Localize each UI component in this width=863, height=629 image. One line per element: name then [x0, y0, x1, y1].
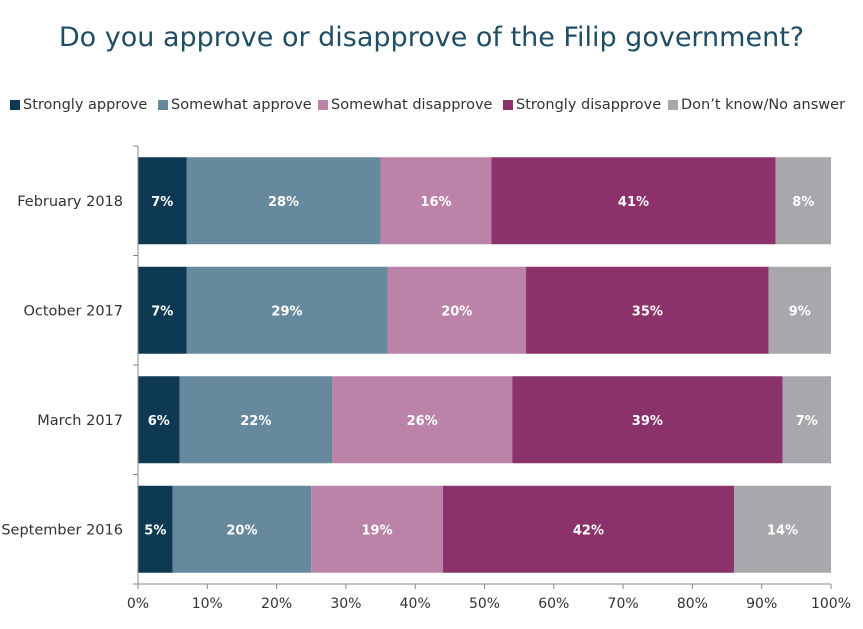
bar-segment	[179, 376, 333, 464]
data-label: 7%	[151, 304, 173, 319]
data-label: 22%	[240, 414, 271, 429]
legend-swatch	[503, 100, 513, 110]
x-tick-label: 0%	[127, 596, 149, 612]
data-label: 14%	[767, 523, 798, 538]
data-label: 28%	[268, 195, 299, 210]
bar-segment	[387, 266, 527, 354]
legend-swatch	[668, 100, 678, 110]
legend-label: Strongly approve	[23, 97, 148, 113]
chart-title: Do you approve or disapprove of the Fili…	[58, 22, 805, 53]
category-label: March 2017	[37, 413, 123, 429]
x-tick-label: 40%	[400, 596, 431, 612]
data-label: 16%	[420, 195, 451, 210]
category-label: February 2018	[17, 194, 123, 210]
category-label: October 2017	[23, 303, 123, 319]
x-tick-label: 20%	[261, 596, 292, 612]
bar-segment	[138, 266, 187, 354]
legend-item: Somewhat disapprove	[318, 97, 492, 113]
bar-segment	[138, 485, 173, 573]
data-label: 35%	[632, 304, 663, 319]
data-label: 5%	[144, 523, 166, 538]
bar-segment	[768, 266, 831, 354]
bar-segment	[526, 266, 769, 354]
category-label: September 2016	[1, 522, 123, 538]
data-label: 7%	[796, 414, 818, 429]
legend-swatch	[158, 100, 168, 110]
x-tick-label: 70%	[608, 596, 639, 612]
legend-item: Somewhat approve	[158, 97, 312, 113]
legend-item: Strongly disapprove	[503, 97, 661, 113]
x-tick-label: 100%	[811, 596, 851, 612]
legend-item: Don’t know/No answer	[668, 97, 845, 113]
legend: Strongly approve Somewhat approve Somewhat…	[0, 97, 863, 119]
bar-segment	[332, 376, 513, 464]
data-label: 9%	[789, 304, 811, 319]
bar-segment	[733, 485, 831, 573]
data-label: 8%	[792, 195, 814, 210]
bar-segment	[172, 485, 312, 573]
data-label: 41%	[618, 195, 649, 210]
legend-label: Strongly disapprove	[516, 97, 662, 113]
data-label: 19%	[362, 523, 393, 538]
data-label: 20%	[226, 523, 257, 538]
x-tick-label: 30%	[330, 596, 361, 612]
legend-label: Somewhat approve	[171, 97, 312, 113]
data-label: 29%	[271, 304, 302, 319]
x-tick-label: 90%	[746, 596, 777, 612]
bar-segment	[775, 157, 831, 245]
bar-segment	[186, 266, 388, 354]
bar-segment	[311, 485, 443, 573]
bar-segment	[491, 157, 776, 245]
legend-swatch	[318, 100, 328, 110]
bar-segment	[138, 376, 180, 464]
data-label: 42%	[573, 523, 604, 538]
x-tick-label: 50%	[469, 596, 500, 612]
data-label: 20%	[441, 304, 472, 319]
data-label: 6%	[148, 414, 170, 429]
bar-segment	[512, 376, 783, 464]
data-label: 39%	[632, 414, 663, 429]
bar-segment	[380, 157, 492, 245]
legend-item: Strongly approve	[10, 97, 147, 113]
legend-swatch	[10, 100, 20, 110]
legend-label: Somewhat disapprove	[331, 97, 493, 113]
data-label: 7%	[151, 195, 173, 210]
x-tick-label: 60%	[538, 596, 569, 612]
x-tick-label: 10%	[192, 596, 223, 612]
x-tick-label: 80%	[677, 596, 708, 612]
bar-segment	[782, 376, 831, 464]
legend-label: Don’t know/No answer	[681, 97, 846, 113]
bar-segment	[442, 485, 734, 573]
bar-segment	[186, 157, 381, 245]
data-label: 26%	[407, 414, 438, 429]
bar-segment	[138, 157, 187, 245]
